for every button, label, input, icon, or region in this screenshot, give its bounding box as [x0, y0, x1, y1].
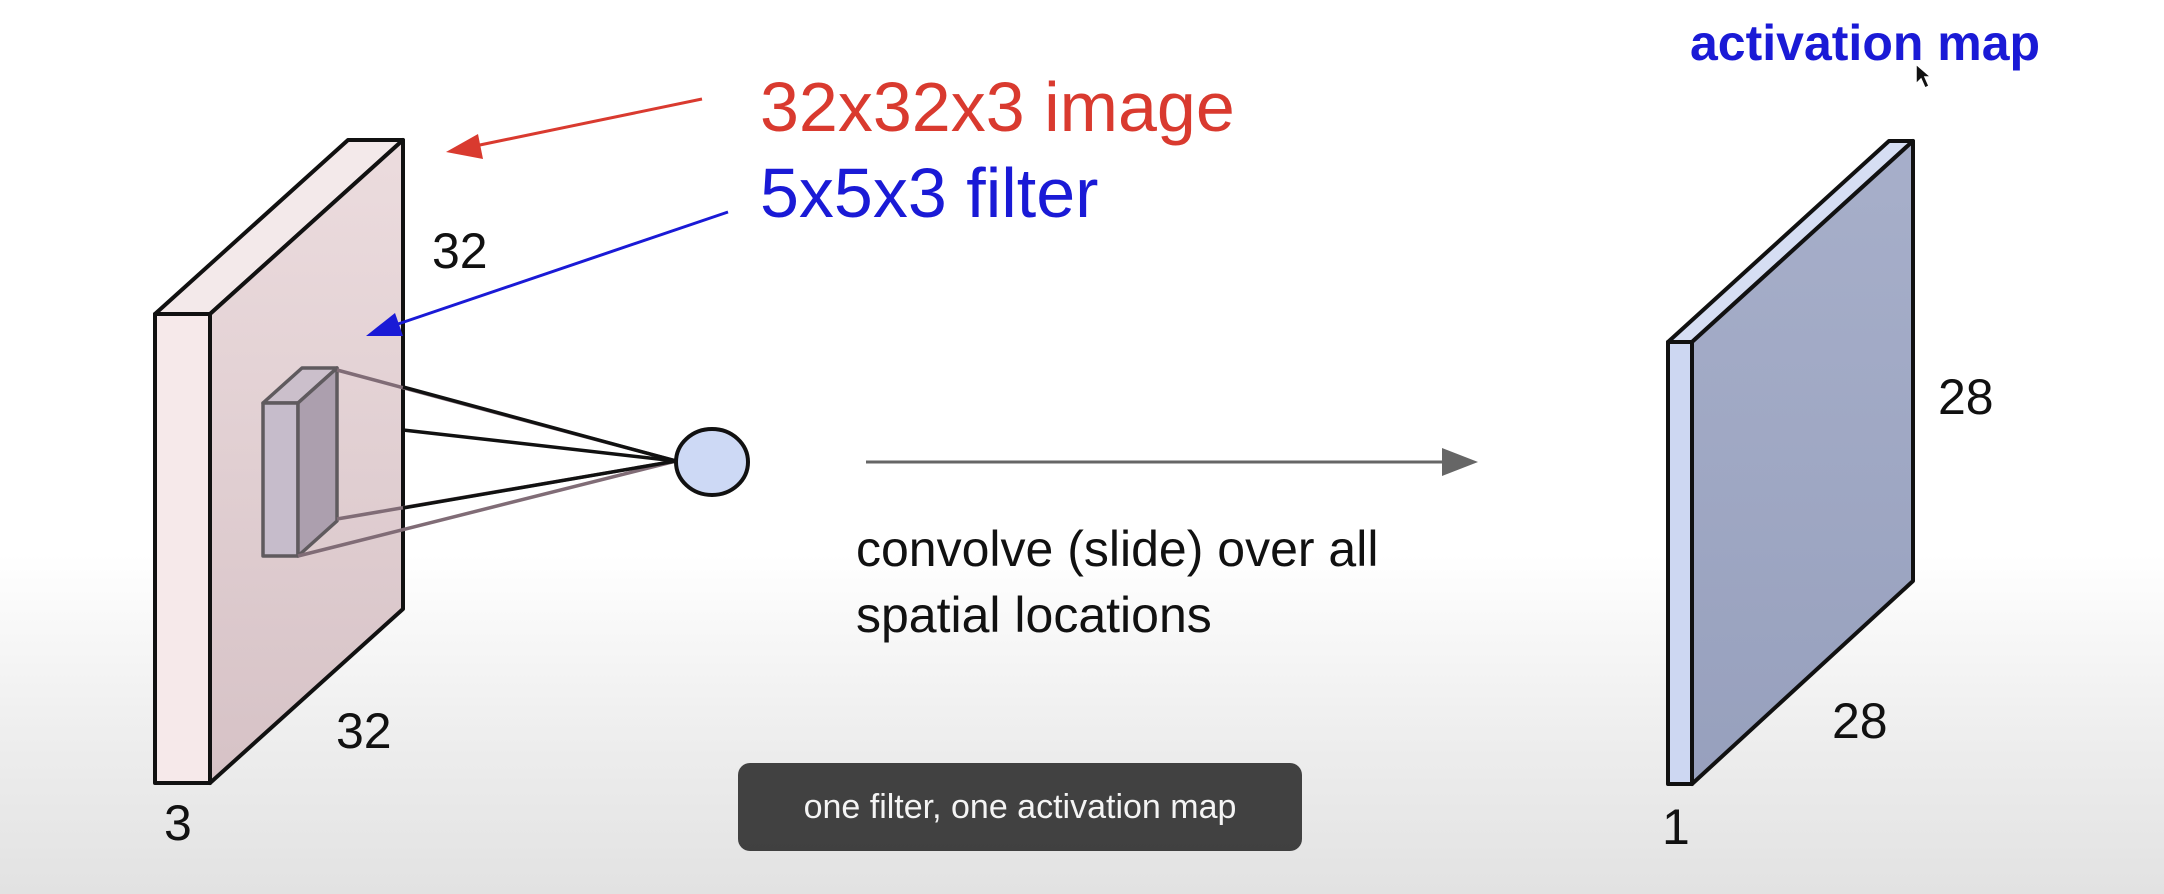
input-depth-label: 3	[164, 795, 192, 851]
connection-line	[402, 428, 677, 463]
convolve-description-line1: convolve (slide) over all	[856, 521, 1379, 577]
output-width-label: 28	[1832, 693, 1888, 749]
output-volume-front-face	[1666, 340, 1694, 786]
image-pointer-arrow	[446, 97, 703, 159]
connection-line	[402, 385, 677, 463]
mouse-cursor-icon	[1915, 62, 1934, 90]
filter-side-face	[296, 366, 339, 558]
filter-volume	[261, 366, 339, 558]
output-depth-label: 1	[1662, 799, 1690, 855]
output-volume	[1666, 139, 1915, 786]
output-volume-side-face	[1690, 139, 1915, 786]
image-label: 32x32x3 image	[760, 68, 1235, 146]
subtitle-caption: one filter, one activation map	[738, 763, 1302, 851]
input-height-label: 32	[432, 223, 488, 279]
output-height-label: 28	[1938, 369, 1994, 425]
convolve-description-line2: spatial locations	[856, 587, 1212, 643]
convolve-arrow	[866, 448, 1478, 476]
connection-line	[402, 459, 677, 510]
filter-connection-lines	[297, 368, 677, 558]
filter-pointer-arrow	[366, 210, 729, 336]
filter-front-face	[261, 401, 300, 558]
neuron-circle	[674, 427, 750, 497]
activation-map-title: activation map	[1690, 15, 2041, 71]
connection-line	[297, 459, 677, 558]
filter-label: 5x5x3 filter	[760, 154, 1099, 232]
input-volume-front-face	[153, 312, 212, 785]
input-width-label: 32	[336, 703, 392, 759]
